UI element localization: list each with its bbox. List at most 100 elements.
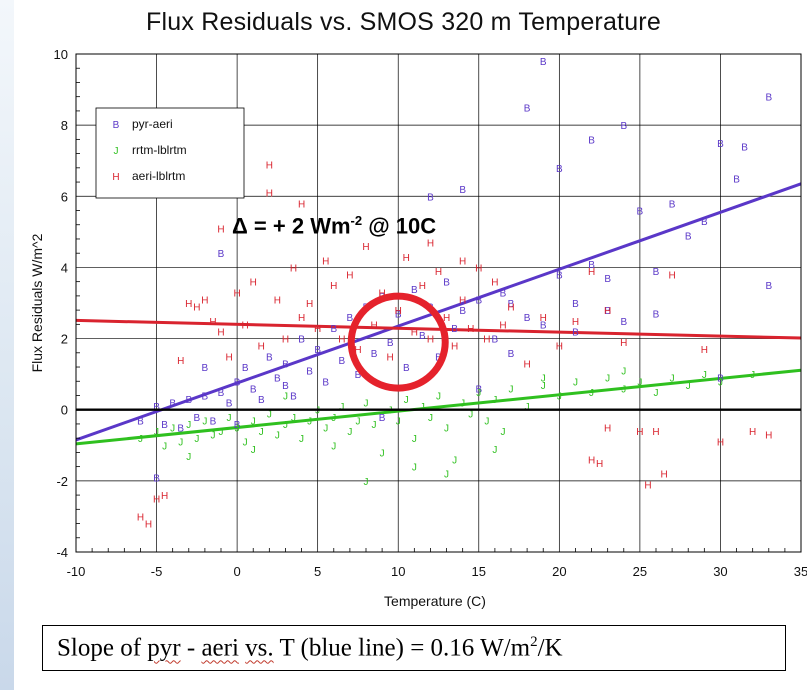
data-point: J [186, 420, 191, 431]
fit-line [75, 318, 802, 340]
data-point: B [500, 288, 507, 299]
data-point: B [202, 363, 209, 374]
data-point: H [749, 427, 756, 438]
data-point: H [298, 313, 305, 324]
data-point: B [250, 384, 257, 395]
data-point: B [258, 395, 265, 406]
data-point: B [556, 164, 563, 175]
plot-border [75, 53, 802, 553]
data-point: H [346, 271, 353, 282]
slide-background-strip [0, 0, 14, 690]
data-point: J [291, 413, 296, 424]
plot-frame [75, 53, 802, 553]
data-point: J [283, 420, 288, 431]
data-point: H [354, 345, 361, 356]
data-point: H [636, 427, 643, 438]
data-point: B [717, 139, 724, 150]
data-point: B [242, 363, 249, 374]
data-point: B [355, 370, 362, 381]
data-point: H [306, 299, 313, 310]
data-point: B [653, 267, 660, 278]
data-point: J [186, 452, 191, 463]
data-point: B [508, 299, 515, 310]
data-point: J [428, 413, 433, 424]
data-point: H [250, 278, 257, 289]
data-point: H [290, 263, 297, 274]
data-point: H [652, 427, 659, 438]
data-point: B [169, 399, 176, 410]
data-point: H [507, 303, 514, 314]
data-point: J [347, 427, 352, 438]
data-point: B [266, 352, 273, 363]
slope-note-box: Slope of pyr - aeri vs. T (blue line) = … [42, 625, 786, 671]
data-point: H [572, 317, 579, 328]
x-tick-label: 15 [472, 564, 486, 579]
data-point: H [427, 239, 434, 250]
data-point: H [282, 335, 289, 346]
data-point: B [765, 281, 772, 292]
data-point: H [427, 335, 434, 346]
data-point: B [161, 420, 168, 431]
data-point: J [275, 431, 280, 442]
data-point: J [702, 370, 707, 381]
data-point: B [177, 424, 184, 435]
x-axis-label: Temperature (C) [384, 593, 486, 609]
data-point: H [185, 299, 192, 310]
data-point: H [668, 271, 675, 282]
data-point: B [524, 313, 531, 324]
data-point: H [201, 295, 208, 306]
axis-ticks: -10 -5 0 5 10 15 20 25 30 35 -4 -2 0 2 4 6 8 10 [54, 47, 807, 579]
data-point: B [475, 384, 482, 395]
legend-marker: B [113, 120, 120, 131]
data-point: H [588, 267, 595, 278]
data-point: J [372, 420, 377, 431]
data-point: J [750, 370, 755, 381]
data-point: H [225, 352, 232, 363]
data-point: H [556, 342, 563, 353]
data-point: J [267, 409, 272, 420]
data-point: J [154, 427, 159, 438]
data-point: J [589, 388, 594, 399]
data-point: J [194, 434, 199, 445]
fit-line [75, 368, 802, 446]
data-point: B [282, 359, 289, 370]
data-point: B [717, 374, 724, 385]
data-point: J [323, 424, 328, 435]
data-point: J [243, 438, 248, 449]
data-point: B [435, 352, 442, 363]
y-axis-label: Flux Residuals W/m^2 [29, 233, 45, 372]
data-point: H [193, 303, 200, 314]
data-point: H [209, 317, 216, 328]
data-point: H [242, 320, 249, 331]
data-point: H [266, 160, 273, 171]
data-point: B [765, 93, 772, 104]
data-point: H [217, 327, 224, 338]
data-point: B [733, 175, 740, 186]
data-point: H [403, 253, 410, 264]
data-point: B [395, 310, 402, 321]
data-point: J [331, 413, 336, 424]
x-tick-label: 0 [233, 564, 240, 579]
data-point: B [556, 271, 563, 282]
data-point: B [492, 335, 499, 346]
data-point: J [605, 374, 610, 385]
data-point: H [378, 288, 385, 299]
data-point: B [347, 313, 354, 324]
x-tick-label: -5 [151, 564, 163, 579]
data-point: H [338, 335, 345, 346]
data-point: B [202, 391, 209, 402]
legend-box [95, 107, 245, 199]
data-point: J [364, 477, 369, 488]
annotation-prefix: Δ = + 2 Wm [232, 213, 351, 239]
data-point: H [258, 342, 265, 353]
data-point: B [459, 185, 466, 196]
data-point: B [218, 249, 225, 260]
data-point: H [523, 359, 530, 370]
highlight-ring [347, 292, 449, 392]
data-point: J [404, 395, 409, 406]
chart-title: Flux Residuals vs. SMOS 320 m Temperatur… [146, 8, 661, 36]
data-point: B [274, 374, 281, 385]
data-point: B [540, 320, 547, 331]
data-point: J [541, 381, 546, 392]
